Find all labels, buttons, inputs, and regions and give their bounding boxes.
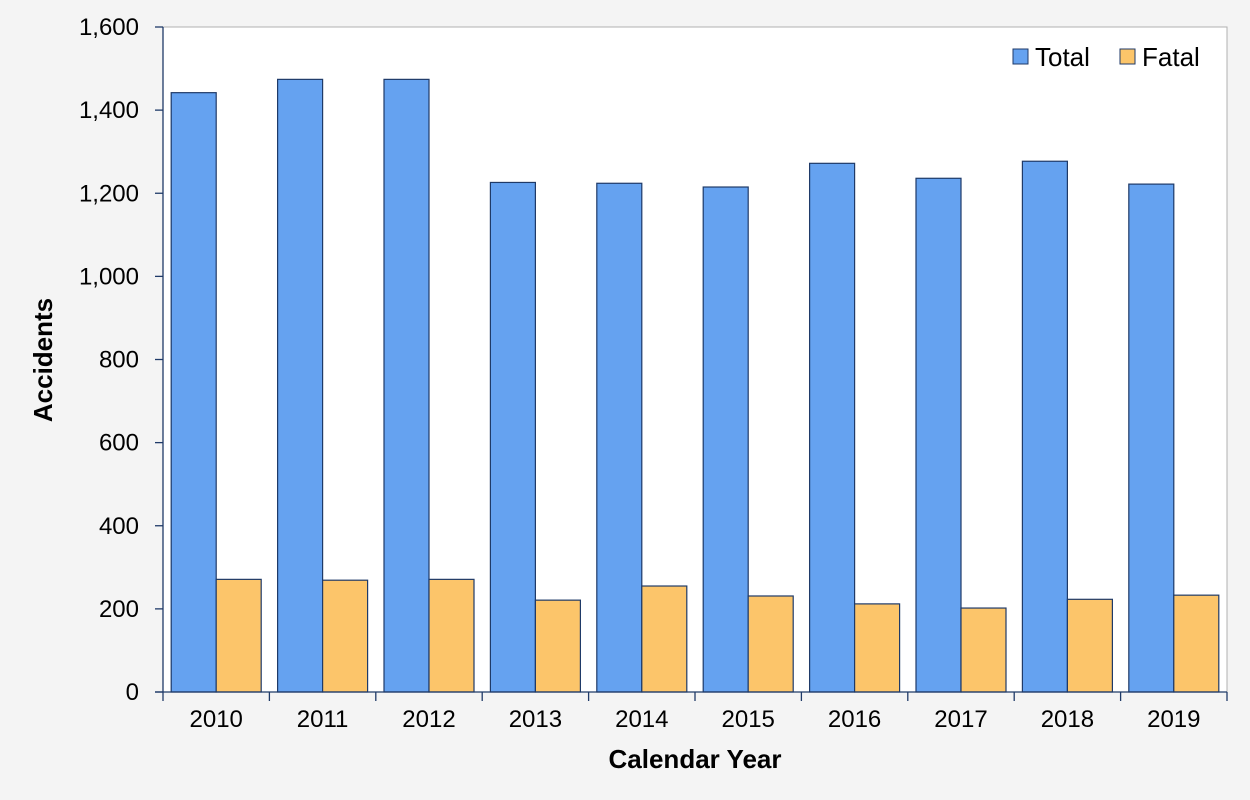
y-tick-labels: 0 200 400 600 800 1,000 1,200 1,400 1,600 [79,14,163,706]
y-tick-label: 1,000 [79,263,139,290]
legend-swatch-total [1012,48,1029,65]
bar-total-2016 [808,162,856,693]
x-tick-label: 2012 [402,706,455,733]
x-tick-label: 2010 [190,706,243,733]
x-tick-label: 2016 [828,706,881,733]
bar-fatal-2011 [322,579,369,693]
x-tick-label: 2014 [615,706,668,733]
bar-fatal-2016 [853,603,901,693]
bar-fatal-2019 [1173,594,1220,693]
x-tick-label: 2017 [934,706,987,733]
bar-fatal-2014 [641,585,688,693]
bar-fatal-2012 [428,578,475,693]
legend-swatch-fatal [1119,48,1136,65]
y-tick-label: 1,400 [79,97,139,124]
bar-total-2013 [489,181,536,693]
bar-fatal-2013 [534,599,582,693]
x-tick-label: 2015 [722,706,775,733]
y-tick-label: 800 [99,347,139,374]
bar-total-2014 [596,182,643,693]
x-tick-labels: 2010 2011 2012 2013 2014 2015 2016 2017 2018 2019 [162,692,1228,733]
bar-fatal-2017 [960,607,1007,693]
bar-total-2019 [1128,183,1175,693]
y-tick-label: 1,200 [79,180,139,207]
x-tick-label: 2019 [1147,706,1200,733]
bar-fatal-2010 [215,578,262,693]
y-tick-label: 400 [99,513,139,540]
y-tick-label: 600 [99,430,139,457]
bar-total-2015 [702,186,749,693]
legend: Total Fatal [1012,42,1200,72]
bar-total-2011 [277,78,324,693]
bar-total-2018 [1021,160,1069,693]
bar-total-2017 [915,177,962,693]
x-tick-label: 2011 [297,706,349,733]
x-tick-label: 2013 [509,706,562,733]
legend-label-fatal: Fatal [1142,42,1200,72]
y-axis-title: Accidents [28,298,58,422]
bar-fatal-2015 [747,595,794,693]
bar-total-2012 [383,78,430,693]
y-tick-label: 0 [126,679,139,706]
y-tick-label: 200 [99,596,139,623]
legend-label-total: Total [1035,42,1090,72]
bar-fatal-2018 [1066,598,1114,693]
bar-total-2010 [170,92,217,693]
y-tick-label: 1,600 [79,14,139,41]
x-tick-label: 2018 [1041,706,1094,733]
x-axis-title: Calendar Year [609,744,782,774]
bars-group [170,78,1220,693]
